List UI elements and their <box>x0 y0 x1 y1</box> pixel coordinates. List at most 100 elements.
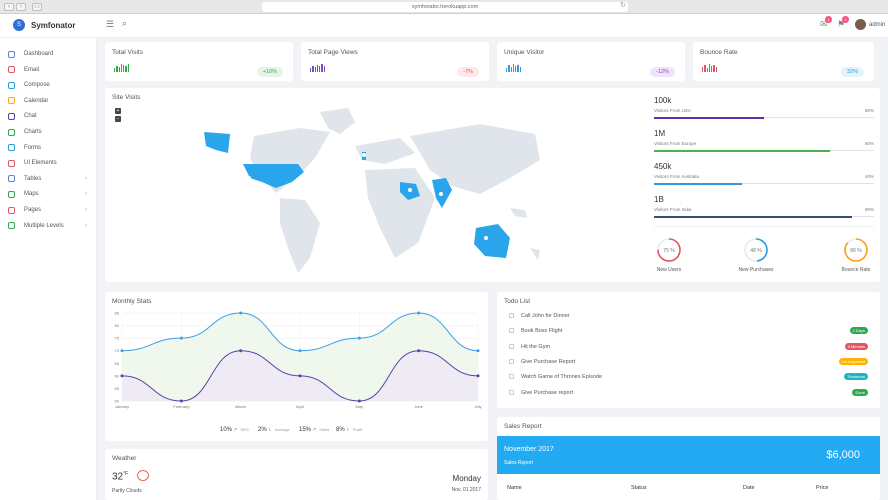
stat-card: Bounce Rate 32% <box>693 42 874 81</box>
dashboard-icon <box>8 50 15 58</box>
data-point[interactable] <box>357 336 361 340</box>
menu-icon[interactable]: ☰ <box>106 19 115 29</box>
sidebar-item-pages[interactable]: Pages › <box>8 205 93 215</box>
todo-checkbox[interactable] <box>509 328 514 334</box>
region-progress-fill <box>654 116 764 119</box>
cart-icon[interactable]: ⚑ 3 <box>837 16 849 30</box>
gauge-value: 75 % <box>663 248 675 254</box>
sidebar-item-email[interactable]: Email <box>8 65 93 75</box>
region-percent: 80% <box>864 141 874 146</box>
data-point[interactable] <box>417 311 421 315</box>
sales-column-header[interactable]: Status <box>631 485 647 491</box>
x-tick-label: July <box>474 404 481 409</box>
stat-card: Total Page Views -7% <box>301 42 489 81</box>
data-point[interactable] <box>120 374 124 378</box>
cloud-icon <box>137 470 149 481</box>
zoom-in-button[interactable]: + <box>115 108 121 114</box>
stat-card: Unique Visitor -12% <box>497 42 685 81</box>
top-navbar: S Symfonator ☰ ⌕ ✉ 1 ⚑ 3 admin <box>0 14 888 38</box>
zoom-out-button[interactable]: − <box>115 116 121 122</box>
gauge-ring: 48 % <box>744 238 768 262</box>
sidebar-item-chat[interactable]: Chat <box>8 111 93 121</box>
tables-icon <box>8 175 15 183</box>
gauge-value: 86 % <box>850 248 862 254</box>
sidebar-item-forms[interactable]: Forms <box>8 143 93 153</box>
stat-title: Total Page Views <box>308 49 358 56</box>
data-point[interactable] <box>298 374 302 378</box>
y-tick-label: 75 <box>115 336 120 341</box>
sidebar-item-label: Multiple Levels <box>24 222 64 229</box>
reload-icon[interactable]: ↻ <box>620 2 626 9</box>
sidebar-item-charts[interactable]: Charts <box>8 127 93 137</box>
sidebar-item-label: Forms <box>24 144 41 151</box>
data-point[interactable] <box>417 349 421 353</box>
region-percent: 50% <box>864 108 874 113</box>
sidebar-item-label: Tables <box>24 175 42 182</box>
data-point[interactable] <box>120 349 124 353</box>
todo-item[interactable]: Give Purchase Report not important <box>509 357 869 367</box>
sidebar-item-label: Pages <box>24 207 42 213</box>
compose-icon <box>8 81 15 89</box>
todo-item[interactable]: Hit the Gym 3 Minutes <box>509 342 869 352</box>
forward-icon[interactable]: › <box>16 3 26 11</box>
sidebar: Dashboard Email Compose Calendar Chat Charts F… <box>0 38 97 500</box>
legend-label: Average <box>274 427 290 432</box>
notification-icon[interactable]: ✉ 1 <box>820 16 832 30</box>
trend-arrow-icon: ↗ <box>312 427 317 433</box>
sidebar-item-compose[interactable]: Compose <box>8 80 93 90</box>
sidebar-item-tables[interactable]: Tables › <box>8 174 93 184</box>
data-point[interactable] <box>298 349 302 353</box>
data-point[interactable] <box>179 399 183 403</box>
sidebar-item-dashboard[interactable]: Dashboard <box>8 49 93 59</box>
data-point[interactable] <box>357 399 361 403</box>
site-visits-title: Site Visits <box>112 94 141 101</box>
todo-text: Call John for Dinner <box>521 313 570 319</box>
sidebar-item-multiple-levels[interactable]: Multiple Levels › <box>8 221 93 231</box>
todo-item[interactable]: Give Purchase report Done <box>509 388 869 398</box>
region-label: Visitors From Australia <box>654 174 699 179</box>
sidebar-item-calendar[interactable]: Calendar <box>8 96 93 106</box>
back-icon[interactable]: ‹ <box>4 3 14 11</box>
data-point[interactable] <box>239 311 243 315</box>
sales-column-header[interactable]: Name <box>507 485 522 491</box>
legend-label: Sales <box>319 427 330 432</box>
sidebar-toggle-icon[interactable]: ▭ <box>32 3 42 11</box>
todo-checkbox[interactable] <box>509 358 514 364</box>
user-name[interactable]: admin <box>869 22 886 28</box>
region-value: 1B <box>654 195 664 204</box>
data-point[interactable] <box>476 349 480 353</box>
todo-checkbox[interactable] <box>509 313 514 318</box>
todo-checkbox[interactable] <box>509 343 514 349</box>
sidebar-item-ui-elements[interactable]: UI Elements <box>8 158 93 168</box>
world-map[interactable] <box>180 98 560 276</box>
sales-column-header[interactable]: Date <box>743 485 755 491</box>
sales-title: Sales Report <box>504 423 542 430</box>
region-progress-bar <box>654 149 874 152</box>
y-tick-label: 65 <box>115 361 120 366</box>
sales-amount: $6,000 <box>826 449 860 461</box>
todo-item[interactable]: Watch Game of Thrones Episode Tomorrow <box>509 372 869 382</box>
todo-checkbox[interactable] <box>509 389 514 395</box>
weather-desc: Partly Clouds <box>112 488 142 494</box>
todo-checkbox[interactable] <box>509 374 514 380</box>
avatar[interactable] <box>855 19 866 30</box>
region-progress-fill <box>654 215 852 218</box>
brand-name[interactable]: Symfonator <box>31 21 76 30</box>
data-point[interactable] <box>476 374 480 378</box>
todo-item[interactable]: Book Boss Flight 2 Days <box>509 326 869 336</box>
sales-column-header[interactable]: Price <box>816 485 829 491</box>
sidebar-item-label: Maps <box>24 191 39 198</box>
y-tick-label: 70 <box>115 348 120 353</box>
sidebar-item-maps[interactable]: Maps › <box>8 189 93 199</box>
logo-icon[interactable]: S <box>13 19 25 31</box>
data-point[interactable] <box>179 336 183 340</box>
region-progress-bar <box>654 116 874 119</box>
sidebar-item-label: Compose <box>24 82 50 89</box>
todo-text: Give Purchase Report <box>521 358 576 365</box>
sparkline-icon <box>114 64 130 72</box>
todo-item[interactable]: Call John for Dinner <box>509 311 869 321</box>
search-icon[interactable]: ⌕ <box>122 18 128 28</box>
address-bar[interactable]: symfonator.herokuapp.com <box>262 2 628 12</box>
sidebar-item-label: Chat <box>24 113 37 120</box>
data-point[interactable] <box>239 349 243 353</box>
